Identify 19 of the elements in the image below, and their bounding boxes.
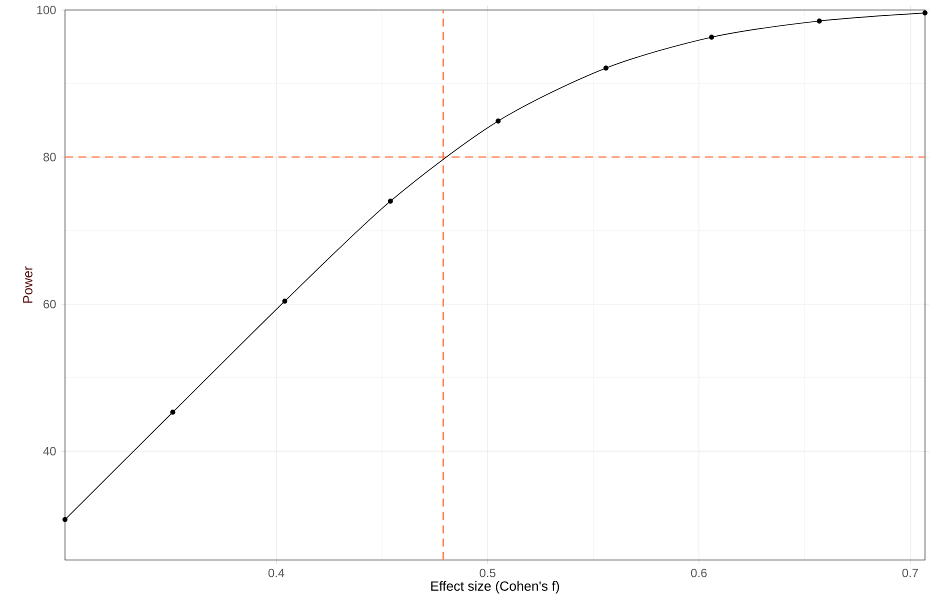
point — [282, 298, 288, 304]
x-axis-title: Effect size (Cohen's f) — [431, 581, 560, 594]
y-tick-label: 80 — [43, 152, 56, 162]
point — [170, 410, 176, 415]
x-tick-label: 0.5 — [480, 568, 496, 578]
point — [496, 118, 501, 124]
point — [709, 34, 714, 40]
point — [816, 18, 822, 24]
x-tick-label: 0.4 — [268, 568, 284, 578]
point — [62, 517, 68, 522]
point — [603, 66, 608, 71]
point — [388, 198, 393, 204]
point — [922, 10, 928, 16]
y-tick-label: 40 — [43, 446, 56, 456]
y-tick-label: 100 — [37, 6, 56, 14]
y-axis-title: Power — [23, 266, 32, 303]
y-tick-label: 60 — [44, 300, 56, 308]
x-tick-label: 0.6 — [691, 568, 707, 578]
x-tick-label: 0.7 — [902, 568, 918, 578]
